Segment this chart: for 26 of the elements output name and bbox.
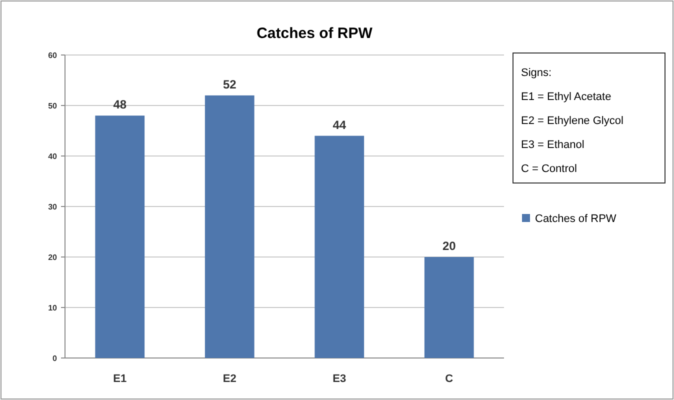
data-label: 48 [113, 98, 127, 112]
y-tick-label: 30 [48, 202, 58, 212]
bar [424, 257, 474, 358]
data-label: 52 [222, 77, 237, 92]
text: E1 = Ethyl Acetate [521, 91, 612, 103]
data-label: 20 [442, 239, 456, 253]
bar [314, 136, 364, 358]
y-tick-label: 50 [48, 102, 58, 110]
text: Signs: [521, 67, 552, 79]
x-tick-label: E3 [332, 373, 346, 385]
text: E3 = Ethanol [521, 139, 584, 151]
x-tick-label: C [445, 373, 454, 385]
x-tick-label: E1 [113, 373, 127, 385]
text: E2 = Ethylene Glycol [521, 115, 624, 127]
y-tick-label: 40 [48, 152, 58, 161]
bar [204, 95, 254, 358]
y-tick-label: 20 [48, 253, 58, 262]
x-tick-label: E2 [222, 373, 236, 385]
y-tick-label: 60 [48, 51, 58, 60]
data-label: 44 [332, 118, 346, 132]
bar [95, 116, 145, 358]
y-tick-label: 10 [48, 304, 58, 312]
chart-title: Catches of RPW [256, 25, 374, 42]
y-tick-label: 0 [52, 354, 58, 363]
text: C = Control [521, 163, 577, 175]
legend-label: Catches of RPW [535, 213, 617, 225]
